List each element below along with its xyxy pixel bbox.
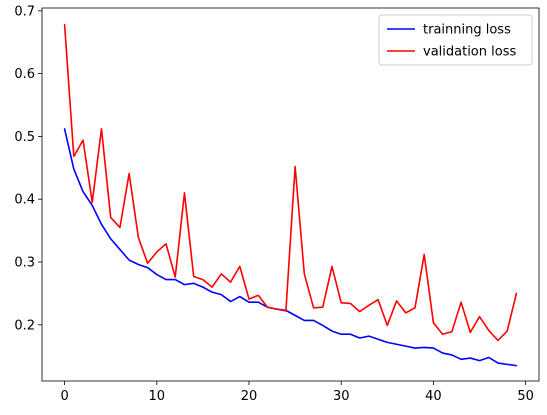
x-axis: 0 10 20 30 40 50: [60, 381, 534, 404]
y-tick-label: 0.6: [14, 67, 35, 82]
x-tick-label: 40: [425, 389, 442, 404]
x-tick-label: 10: [149, 389, 166, 404]
x-tick-label: 0: [60, 389, 68, 404]
legend: trainning loss validation loss: [378, 14, 533, 66]
y-axis: 0.2 0.3 0.4 0.5 0.6 0.7: [14, 4, 42, 333]
x-tick-label: 30: [333, 389, 350, 404]
y-tick-label: 0.7: [14, 4, 35, 19]
x-tick-label: 50: [517, 389, 534, 404]
plot-area: [63, 23, 518, 367]
legend-label-validation-loss: validation loss: [423, 45, 516, 60]
axes-frame: [41, 7, 540, 382]
y-tick-label: 0.2: [14, 318, 35, 333]
legend-box: [378, 14, 533, 66]
series-line-validation-loss: [63, 23, 518, 342]
x-tick-label: 20: [241, 389, 258, 404]
series-line-training-loss: [63, 128, 518, 367]
legend-label-training-loss: trainning loss: [423, 23, 511, 38]
y-tick-label: 0.3: [14, 256, 35, 271]
y-tick-label: 0.4: [14, 193, 35, 208]
y-tick-label: 0.5: [14, 130, 35, 145]
